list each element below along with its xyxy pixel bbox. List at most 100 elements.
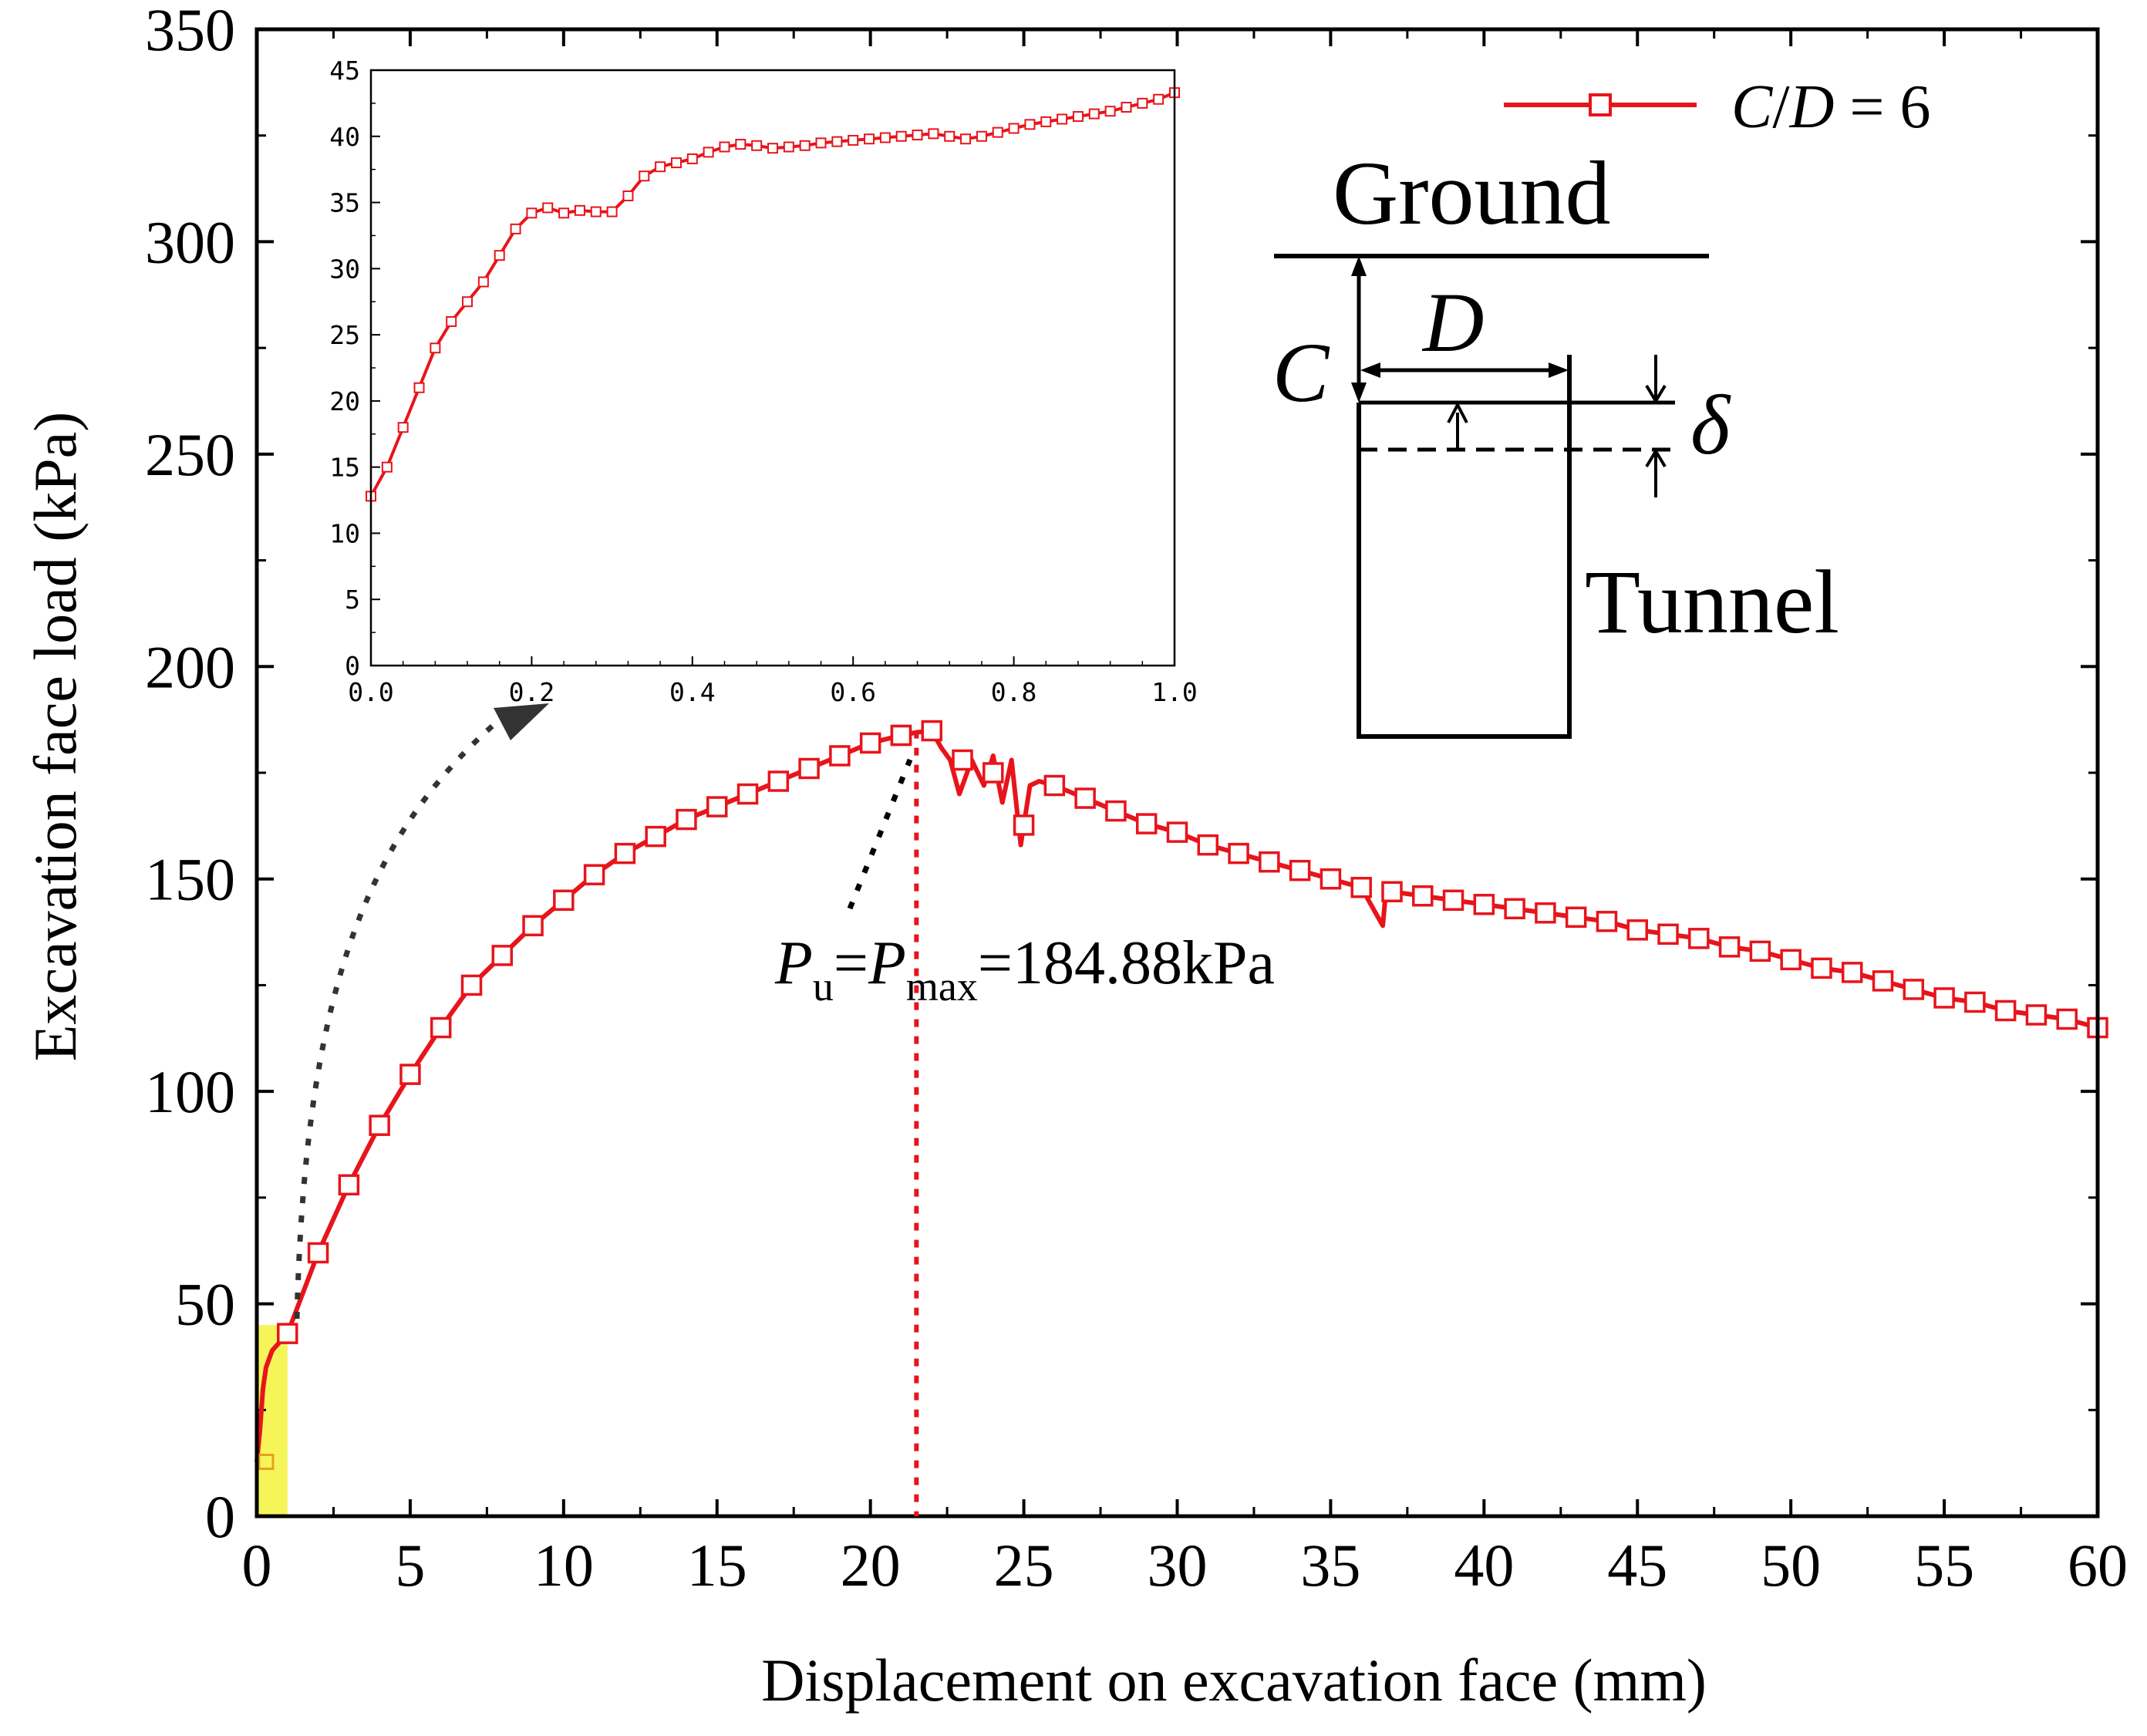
x-axis-title: Displacement on excavation face (mm) <box>761 1647 1707 1714</box>
x-tick-label: 60 <box>2068 1532 2128 1599</box>
inset-y-tick-label: 5 <box>345 585 360 615</box>
series-marker <box>2056 1008 2078 1030</box>
inset-series-marker <box>1121 102 1132 113</box>
inset-y-tick-label: 25 <box>329 320 360 350</box>
inset-y-tick-label: 20 <box>329 386 360 416</box>
inset-series-marker <box>767 143 778 154</box>
x-tick-label: 50 <box>1761 1532 1821 1599</box>
inset-series-marker <box>639 170 650 182</box>
series-marker <box>1994 999 2017 1022</box>
inset-x-tick-label: 0.4 <box>669 677 716 707</box>
inset-series-marker <box>558 207 570 219</box>
inset-y-tick-label: 35 <box>329 188 360 218</box>
y-tick-label: 350 <box>145 0 235 63</box>
series-marker <box>277 1323 298 1344</box>
y-tick-labels: 0 50 100 150 200 250 300 350 <box>145 0 235 1550</box>
x-tick-label: 45 <box>1607 1532 1667 1599</box>
inset-series-marker <box>655 161 666 173</box>
x-tick-label: 20 <box>841 1532 901 1599</box>
inset-series-marker <box>848 134 859 146</box>
series-marker <box>1872 970 1894 992</box>
series-marker <box>982 762 1004 784</box>
y-tick-label: 50 <box>175 1271 235 1338</box>
series-marker <box>706 796 728 817</box>
delta-arrowhead-top <box>1645 384 1667 404</box>
series-marker <box>645 825 666 848</box>
series-marker <box>1412 885 1434 907</box>
inset-series-marker <box>1024 119 1036 130</box>
inset-background <box>371 70 1175 666</box>
series-marker <box>2025 1004 2048 1026</box>
series-marker <box>1535 902 1556 924</box>
inset-series-marker <box>446 315 457 327</box>
main-series <box>254 720 2108 1470</box>
legend: C/D = 6 <box>1504 73 1931 141</box>
diameter-arrow-left <box>1360 362 1380 378</box>
series-marker <box>1105 800 1127 822</box>
series-marker <box>1289 859 1311 881</box>
series-marker <box>676 808 697 831</box>
series-marker <box>1903 979 1925 1000</box>
inset-series-marker <box>510 223 521 234</box>
inset-series-marker <box>413 382 425 393</box>
series-marker <box>1013 814 1035 836</box>
series-line <box>254 728 2098 1462</box>
inset-series-marker <box>622 190 634 201</box>
series-marker <box>460 974 483 996</box>
inset-series-marker <box>976 130 987 142</box>
inset-series-marker <box>799 140 811 151</box>
inset-x-tick-labels: 0.0 0.2 0.4 0.6 0.8 1.0 <box>348 677 1198 707</box>
inset-series-marker <box>494 250 505 261</box>
series-marker <box>1259 851 1280 873</box>
main-plot: 0 5 10 15 20 25 30 35 40 45 50 55 60 050100150200250… <box>22 0 2128 1714</box>
x-tick-label: 10 <box>534 1532 594 1599</box>
series-marker <box>1504 898 1525 920</box>
x-tick-label: 40 <box>1454 1532 1514 1599</box>
face-arrow-head <box>1447 401 1468 423</box>
y-axis-title: Excavation face load (kPa) <box>22 412 89 1061</box>
ground-label: Ground <box>1333 143 1611 244</box>
series-marker <box>1780 949 1802 971</box>
inset-series-marker <box>928 128 939 140</box>
series-marker <box>890 724 912 747</box>
inset-y-tick-label: 10 <box>329 518 360 548</box>
x-tick-label: 25 <box>994 1532 1054 1599</box>
inset-series-marker <box>526 207 538 219</box>
inset-series-marker <box>944 130 956 142</box>
series-marker <box>1473 894 1495 915</box>
inset-series-marker <box>1072 111 1084 123</box>
inset-series-marker <box>879 132 891 143</box>
inset-series-marker <box>606 206 618 217</box>
series-marker <box>1565 906 1587 929</box>
tunnel-label: Tunnel <box>1585 551 1839 652</box>
series-marker <box>767 770 790 792</box>
series-marker <box>1197 834 1219 856</box>
inset-y-tick-label: 45 <box>329 56 360 86</box>
series-marker <box>1657 923 1679 946</box>
series-marker <box>1688 928 1710 949</box>
y-tick-label: 200 <box>145 633 235 700</box>
legend-label: C/D = 6 <box>1731 73 1931 141</box>
inset-series-marker <box>397 422 409 433</box>
series-marker <box>258 1453 275 1470</box>
inset-series-marker <box>381 461 393 473</box>
inset-series-marker <box>815 137 827 149</box>
series-marker <box>1228 842 1249 865</box>
series-marker <box>338 1174 360 1196</box>
series-marker <box>491 945 514 966</box>
x-tick-label: 55 <box>1914 1532 1974 1599</box>
x-tick-label: 15 <box>687 1532 747 1599</box>
y-tick-label: 0 <box>205 1483 235 1550</box>
y-tick-label: 100 <box>145 1058 235 1125</box>
series-marker <box>1442 889 1464 912</box>
series-marker <box>522 915 544 937</box>
delta-arrowhead-bottom <box>1645 448 1667 468</box>
inset-series-marker <box>719 141 730 153</box>
inset-series-marker <box>751 140 763 151</box>
series-marker <box>1811 957 1832 979</box>
inset-series-marker <box>960 133 972 145</box>
inset-series-marker <box>430 342 441 354</box>
series-marker <box>1749 940 1771 962</box>
main-plot-frame <box>254 27 2100 1519</box>
